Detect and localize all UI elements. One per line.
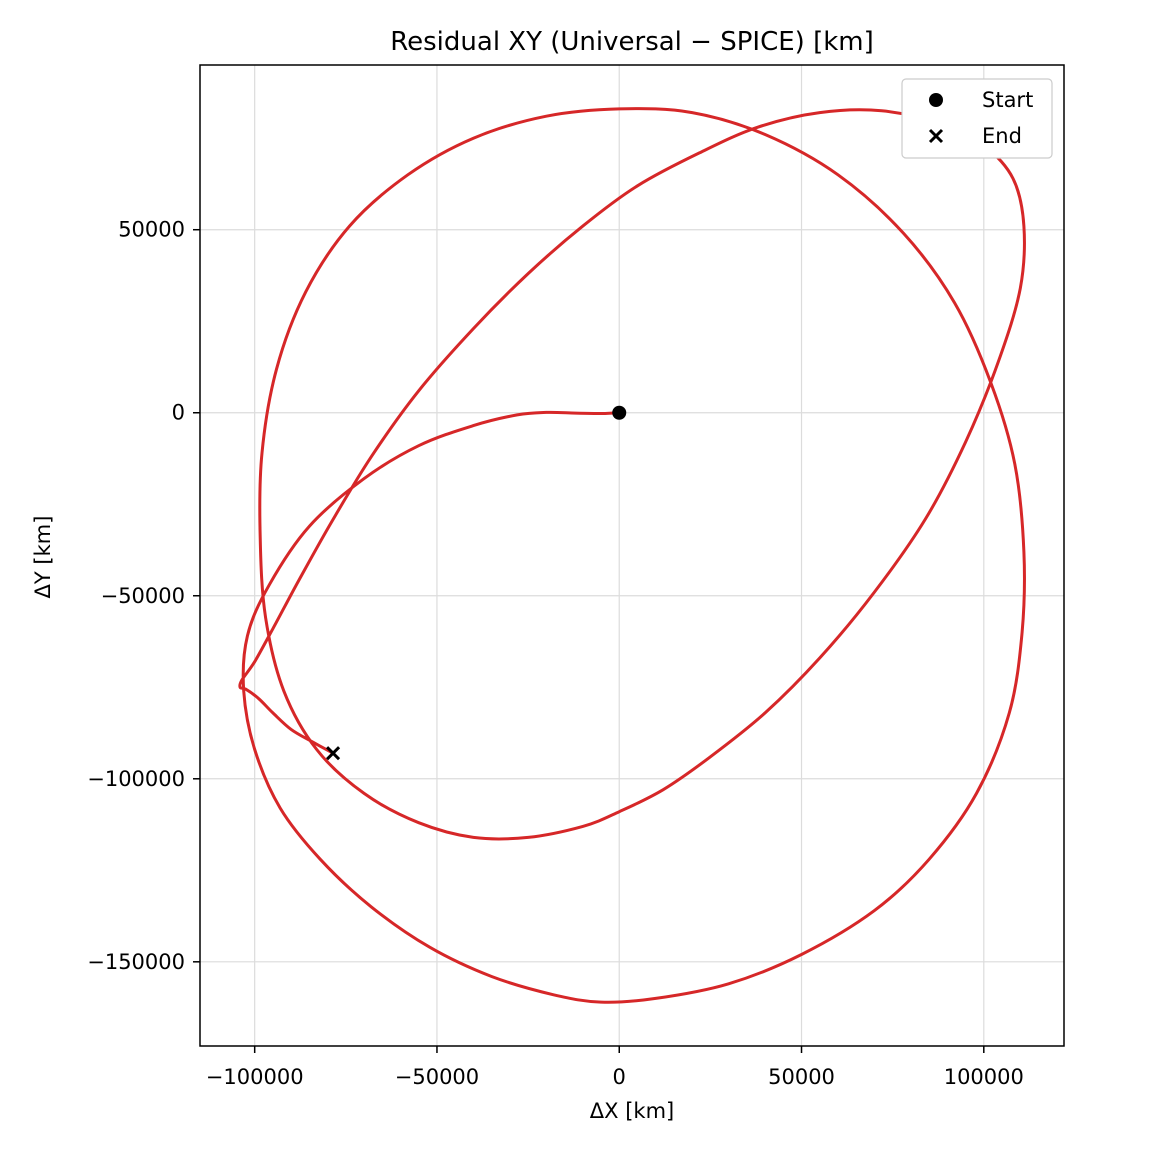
y-tick-label: 50000 <box>118 218 185 242</box>
x-tick-label: −100000 <box>206 1065 304 1089</box>
legend-end-label: End <box>982 124 1022 148</box>
y-tick-label: −150000 <box>87 950 185 974</box>
legend-start-label: Start <box>982 88 1033 112</box>
y-tick-label: −100000 <box>87 767 185 791</box>
y-axis-ticks: 50000 0 −50000 −100000 −150000 <box>87 218 200 974</box>
plot-area <box>238 107 1026 1004</box>
x-axis-ticks: −100000 −50000 0 50000 100000 <box>206 1046 1024 1089</box>
chart-title: Residual XY (Universal − SPICE) [km] <box>390 27 874 57</box>
y-axis-label: ΔY [km] <box>31 516 55 599</box>
y-tick-label: 0 <box>172 401 185 425</box>
grid-lines <box>200 65 1064 1046</box>
start-marker <box>612 405 627 420</box>
legend-start-marker <box>929 93 943 107</box>
x-axis-label: ΔX [km] <box>590 1099 674 1123</box>
legend: Start End <box>901 78 1053 159</box>
end-marker <box>326 746 341 761</box>
legend-end-marker <box>928 128 944 144</box>
residual-trajectory-line <box>238 107 1026 1004</box>
x-tick-label: 100000 <box>944 1065 1024 1089</box>
x-tick-label: 0 <box>613 1065 626 1089</box>
axes-frame <box>199 64 1065 1047</box>
x-tick-label: 50000 <box>768 1065 835 1089</box>
y-tick-label: −50000 <box>101 584 185 608</box>
x-tick-label: −50000 <box>395 1065 479 1089</box>
